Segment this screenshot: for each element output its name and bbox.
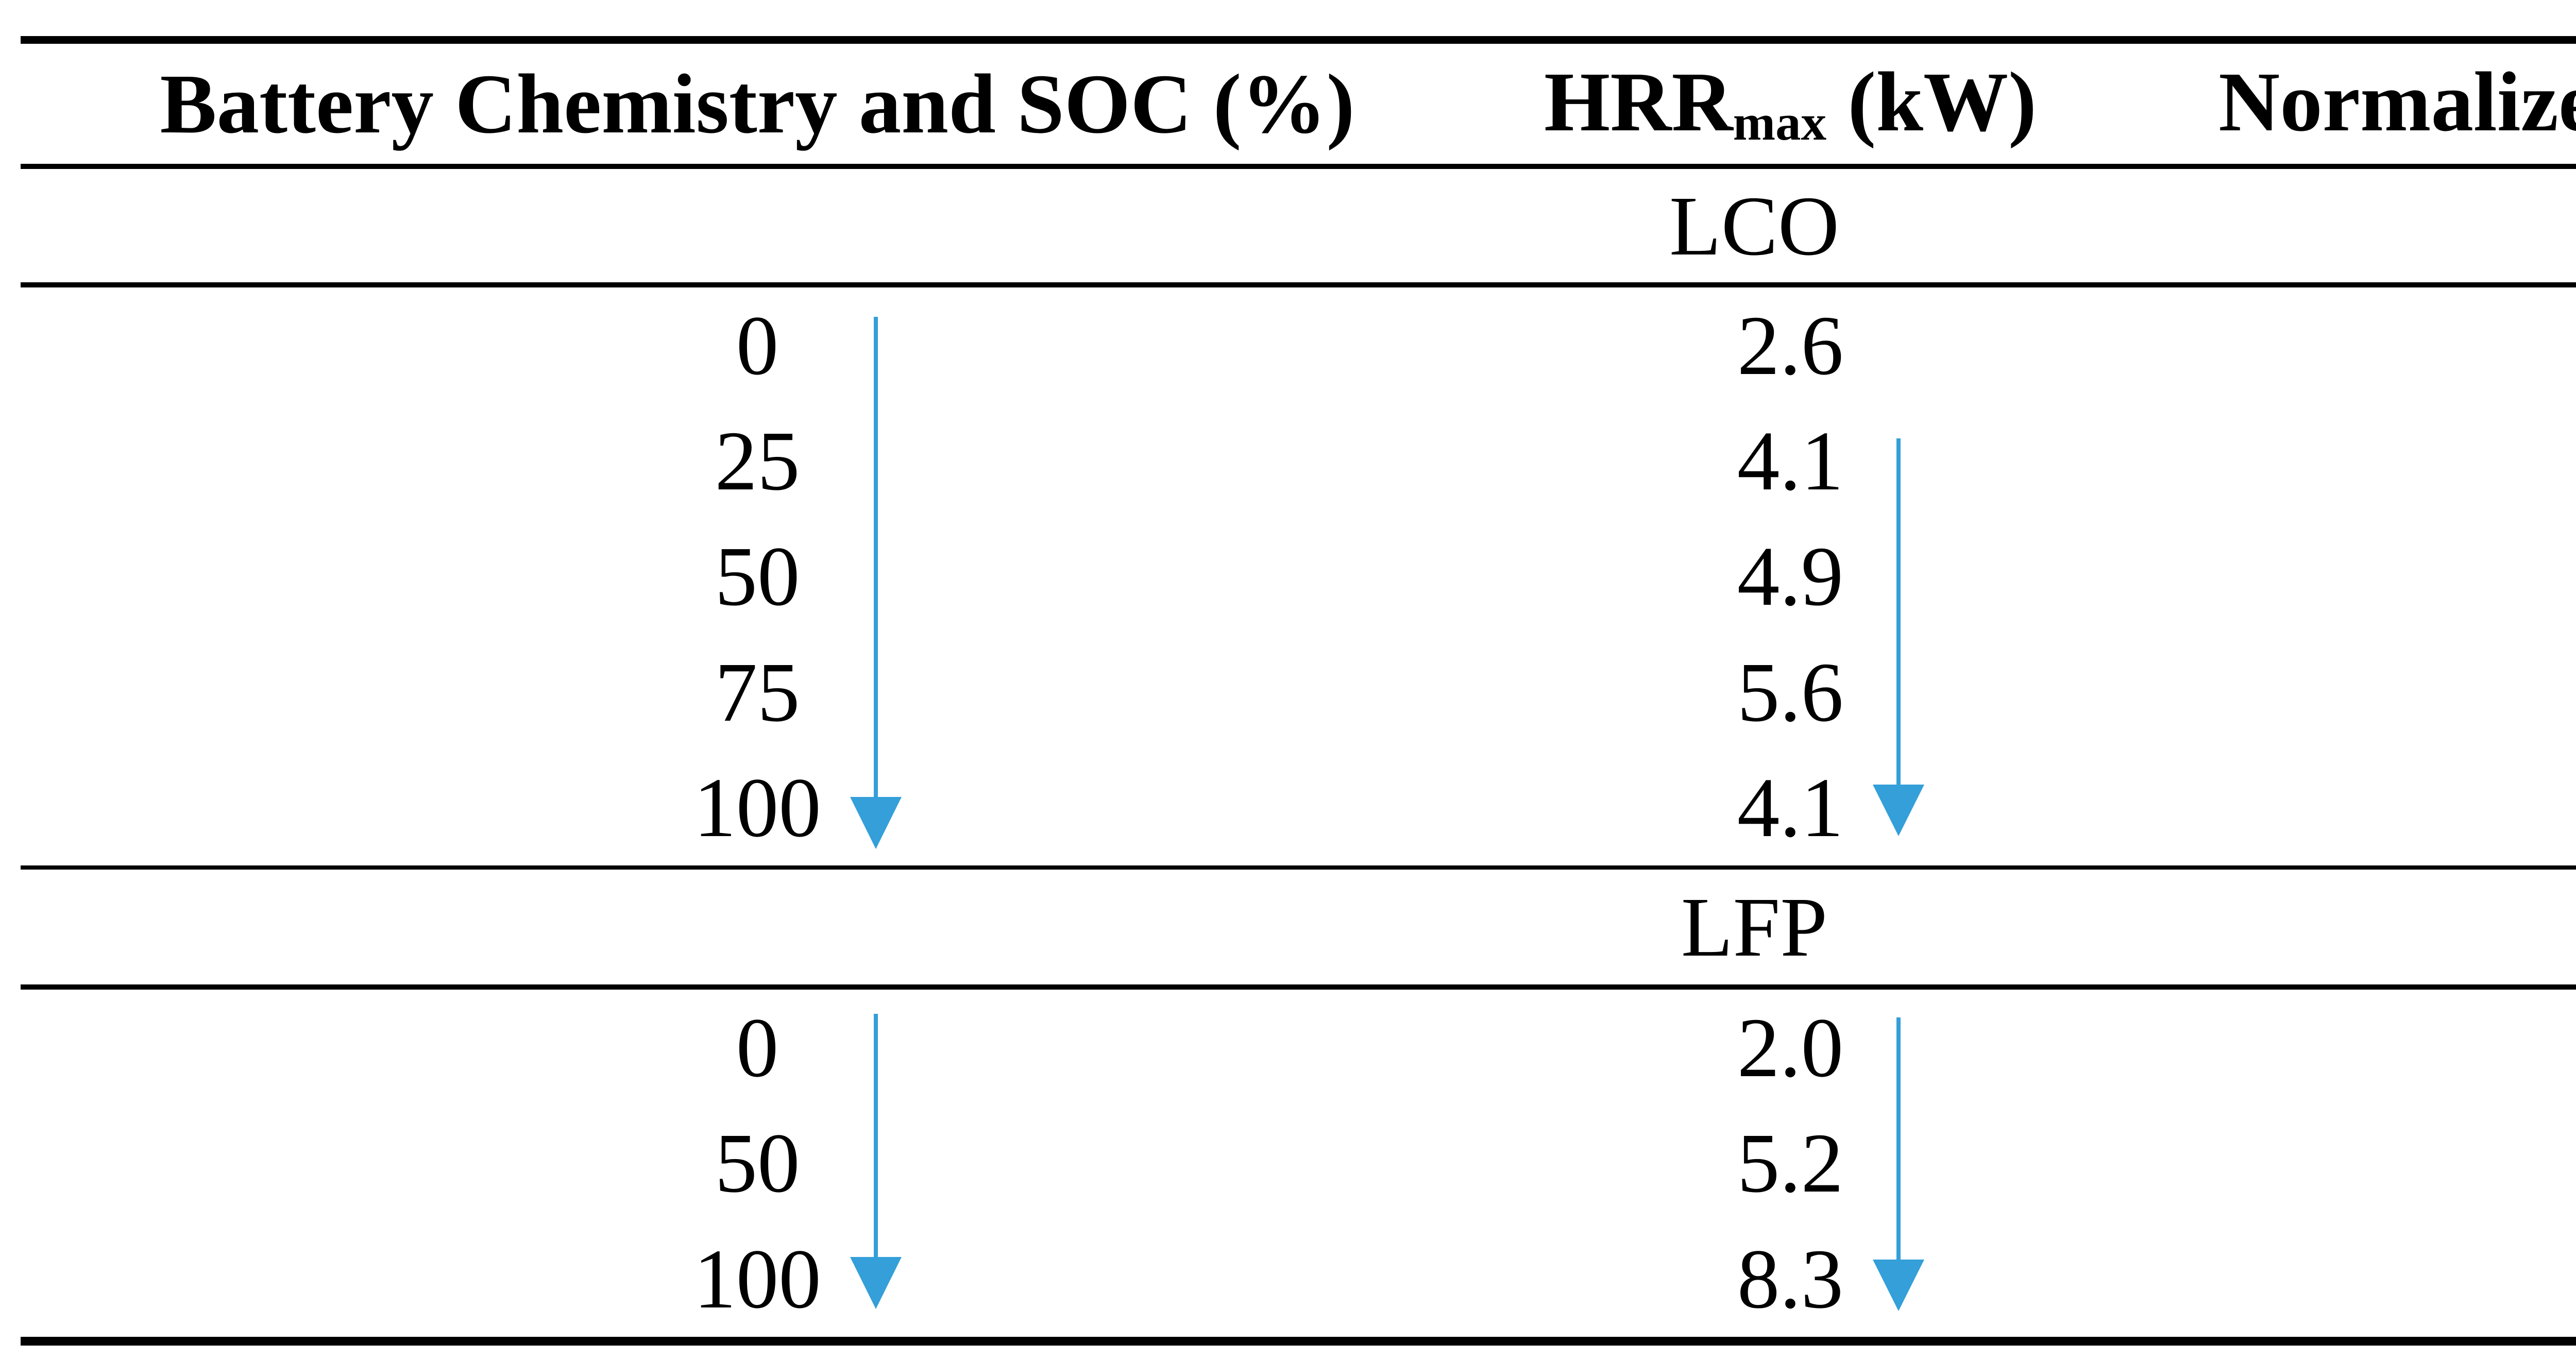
lco-section: 0 2.6 621.1 25 4.1 979.9 50 4.9 1171.1 7… xyxy=(0,287,2576,865)
lco-label-bottom-rule xyxy=(21,282,2576,287)
normalized-hrr-value: 1242.8 xyxy=(2066,1120,2576,1205)
soc-value: 100 xyxy=(693,1231,821,1326)
normalized-hrr-value: 979.9 xyxy=(2066,765,2576,850)
header-hrr-subscript: max xyxy=(1733,94,1827,151)
normalized-hrr-value: 979.9 xyxy=(2066,418,2576,503)
header-hrr-max: HRRmax (kW) xyxy=(1515,59,2066,148)
soc-value: 25 xyxy=(715,414,800,508)
header-normalized-hrr-max: Normalized HRRmax (kW m−2) xyxy=(2066,59,2576,148)
table-row: 100 8.3 1983.7 xyxy=(0,1221,2576,1337)
section-label-lco: LCO xyxy=(1669,178,1839,273)
table-row: 25 4.1 979.9 xyxy=(0,403,2576,518)
hrr-value: 5.2 xyxy=(1737,1116,1844,1211)
table-row: 50 5.2 1242.8 xyxy=(0,1106,2576,1221)
header-hrr-unit: (kW) xyxy=(1826,55,2037,149)
lfp-label-bottom-rule xyxy=(21,984,2576,990)
table-top-rule xyxy=(21,36,2576,44)
section-label-lco-row: LCO xyxy=(0,169,2576,282)
lco-soc-down-arrow-icon xyxy=(850,317,902,849)
soc-value: 75 xyxy=(715,644,800,739)
section-label-lfp-row: LFP xyxy=(0,870,2576,984)
lfp-section: 0 2.0 478.0 50 5.2 1242.8 100 8.3 1983.7 xyxy=(0,990,2576,1337)
normalized-hrr-value: 1983.7 xyxy=(2066,1236,2576,1321)
hrr-value: 4.1 xyxy=(1737,414,1844,508)
lfp-hrr-down-arrow-icon xyxy=(1873,1017,1924,1311)
header-bottom-rule xyxy=(21,164,2576,169)
hrr-value: 4.9 xyxy=(1737,529,1844,624)
hrr-value: 5.6 xyxy=(1737,644,1844,739)
normalized-hrr-value: 1171.1 xyxy=(2066,534,2576,619)
table-row: 75 5.6 1338.4 xyxy=(0,634,2576,750)
soc-value: 0 xyxy=(736,1000,779,1095)
hrr-value: 8.3 xyxy=(1737,1231,1844,1326)
header-battery-chemistry-soc: Battery Chemistry and SOC (%) xyxy=(160,57,1355,151)
lco-hrr-down-arrow-icon xyxy=(1873,438,1924,836)
normalized-hrr-value: 621.1 xyxy=(2066,303,2576,388)
lco-section-bottom-rule xyxy=(21,865,2576,870)
header-hrr-pre: HRR xyxy=(1544,55,1733,149)
top-margin xyxy=(0,0,2576,36)
soc-value: 0 xyxy=(736,298,779,393)
soc-value: 50 xyxy=(715,529,800,624)
table-row: 100 4.1 979.9 xyxy=(0,750,2576,865)
table-row: 0 2.6 621.1 xyxy=(0,287,2576,403)
table-bottom-rule xyxy=(21,1336,2576,1346)
header-norm-pre: Normalized HRR xyxy=(2218,55,2576,149)
table-row: 50 4.9 1171.1 xyxy=(0,519,2576,634)
normalized-hrr-value: 1338.4 xyxy=(2066,650,2576,735)
hrr-value: 4.1 xyxy=(1737,760,1844,855)
normalized-hrr-value: 478.0 xyxy=(2066,1005,2576,1090)
lfp-soc-down-arrow-icon xyxy=(850,1014,902,1309)
soc-value: 50 xyxy=(715,1116,800,1211)
section-label-lfp: LFP xyxy=(1681,879,1828,974)
hrr-value: 2.6 xyxy=(1737,298,1844,393)
hrr-value: 2.0 xyxy=(1737,1000,1844,1095)
table-header-row: Battery Chemistry and SOC (%) HRRmax (kW… xyxy=(0,44,2576,164)
table-row: 0 2.0 478.0 xyxy=(0,990,2576,1106)
soc-value: 100 xyxy=(693,760,821,855)
